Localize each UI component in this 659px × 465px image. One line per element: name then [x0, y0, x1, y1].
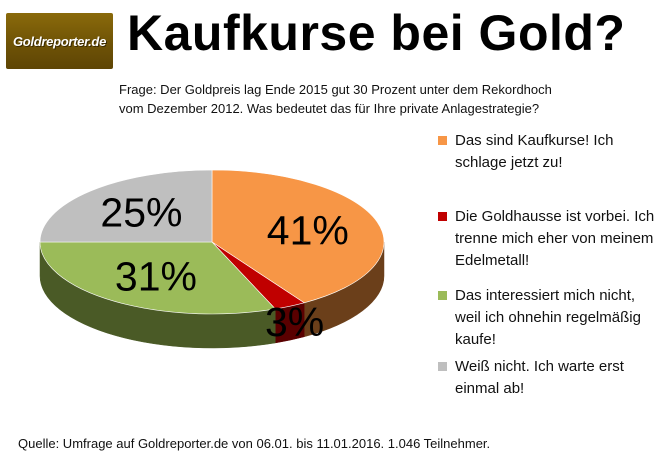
legend-item: Das sind Kaufkurse! Ich schlage jetzt zu…	[438, 130, 659, 174]
pie-slice	[211, 169, 385, 304]
pie-value-label: 3%	[265, 299, 324, 345]
pie-value-label: 41%	[267, 207, 349, 253]
legend-label: Das sind Kaufkurse! Ich schlage jetzt zu…	[455, 132, 614, 171]
pie-slice	[39, 169, 213, 243]
legend-label: Das interessiert mich nicht, weil ich oh…	[455, 287, 641, 348]
source-note: Quelle: Umfrage auf Goldreporter.de von …	[18, 436, 491, 451]
pie-value-labels: 41% 3% 31% 25%	[100, 189, 348, 345]
legend-item: Die Goldhausse ist vorbei. Ich trenne mi…	[438, 206, 659, 272]
legend-swatch	[438, 136, 447, 145]
logo-text: Goldreporter.de	[12, 33, 107, 49]
pie-slice	[39, 241, 276, 315]
legend-item: Das interessiert mich nicht, weil ich oh…	[438, 285, 659, 351]
pie-value-label: 25%	[100, 189, 182, 235]
legend-item: Weiß nicht. Ich warte erst einmal ab!	[438, 356, 659, 400]
legend-swatch	[438, 291, 447, 300]
pie-value-label: 31%	[115, 254, 197, 300]
pie-sides	[39, 241, 385, 349]
legend-label: Weiß nicht. Ich warte erst einmal ab!	[455, 358, 624, 397]
legend-label: Die Goldhausse ist vorbei. Ich trenne mi…	[455, 208, 655, 269]
survey-question: Frage: Der Goldpreis lag Ende 2015 gut 3…	[119, 82, 552, 116]
legend-swatch	[438, 362, 447, 371]
goldreporter-logo: Goldreporter.de	[6, 13, 113, 69]
chart-title: Kaufkurse bei Gold?	[127, 5, 626, 61]
legend-swatch	[438, 212, 447, 221]
pie-slices	[39, 169, 385, 315]
